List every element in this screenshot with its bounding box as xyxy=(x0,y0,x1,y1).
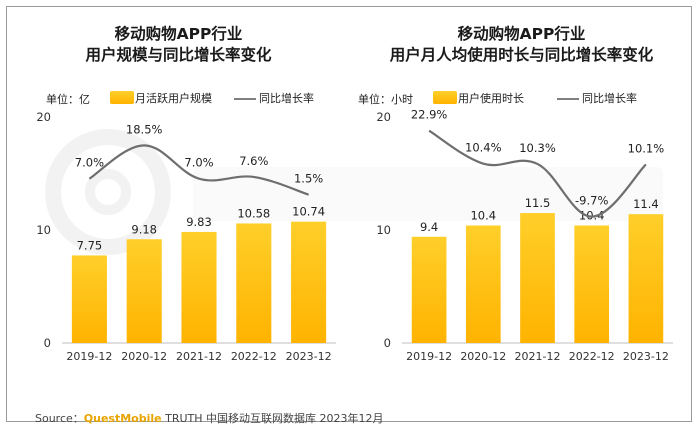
bar xyxy=(574,225,610,343)
legend-bar-swatch xyxy=(110,91,134,104)
x-tick-label: 2019-12 xyxy=(406,350,452,363)
bar xyxy=(291,221,327,343)
bar-value-label: 9.18 xyxy=(131,222,157,236)
y-tick-label: 0 xyxy=(384,336,391,350)
legend-line-label: 同比增长率 xyxy=(582,92,637,105)
bar xyxy=(181,231,217,343)
growth-label: -9.7% xyxy=(575,194,608,208)
x-tick-label: 2023-12 xyxy=(623,350,669,363)
x-tick-label: 2020-12 xyxy=(121,350,167,363)
source-brand: QuestMobile xyxy=(83,412,162,425)
growth-label: 18.5% xyxy=(126,122,163,136)
unit-label: 单位：亿 xyxy=(46,93,90,106)
y-tick-label: 0 xyxy=(44,336,51,350)
y-tick-label: 10 xyxy=(36,223,51,237)
source-rest: TRUTH 中国移动互联网数据库 2023年12月 xyxy=(161,412,384,425)
legend-line-swatch xyxy=(557,98,579,100)
chart-frame: 移动购物APP行业 用户规模与同比增长率变化 单位：亿 月活跃用户规模 同比增长… xyxy=(6,6,693,425)
chart-subtitle: 用户月人均使用时长与同比增长率变化 xyxy=(389,46,654,64)
bar-value-label: 9.83 xyxy=(186,215,212,229)
panel-usage-time: 移动购物APP行业 用户月人均使用时长与同比增长率变化 单位：小时 用户使用时长… xyxy=(350,7,693,407)
chart-subtitle: 用户规模与同比增长率变化 xyxy=(85,46,272,64)
legend-bar-label: 月活跃用户规模 xyxy=(135,92,212,105)
chart-title: 移动购物APP行业 xyxy=(114,25,243,43)
bar xyxy=(520,213,555,343)
bar-value-label: 10.4 xyxy=(470,208,496,222)
bar xyxy=(126,239,162,343)
bar-value-label: 11.4 xyxy=(633,197,659,211)
growth-label: 22.9% xyxy=(411,108,448,122)
bar xyxy=(465,225,501,343)
growth-label: 7.6% xyxy=(239,154,268,168)
x-tick-label: 2023-12 xyxy=(286,350,332,363)
growth-label: 1.5% xyxy=(294,172,323,186)
bar-value-label: 10.74 xyxy=(292,205,325,219)
legend-bar-label: 用户使用时长 xyxy=(458,92,524,105)
growth-line xyxy=(88,144,309,196)
source-note: Source：QuestMobile TRUTH 中国移动互联网数据库 2023… xyxy=(35,410,384,426)
x-tick-label: 2022-12 xyxy=(231,350,277,363)
growth-label: 10.4% xyxy=(465,141,502,155)
panel-user-scale: 移动购物APP行业 用户规模与同比增长率变化 单位：亿 月活跃用户规模 同比增长… xyxy=(7,7,350,407)
bar-value-label: 9.4 xyxy=(420,220,438,234)
growth-line xyxy=(428,129,647,218)
x-tick-label: 2020-12 xyxy=(460,350,506,363)
legend-line-label: 同比增长率 xyxy=(259,92,314,105)
legend-line-swatch xyxy=(234,98,256,100)
x-tick-label: 2021-12 xyxy=(176,350,222,363)
bar xyxy=(628,214,664,343)
x-tick-label: 2021-12 xyxy=(515,350,561,363)
bar xyxy=(411,236,447,343)
source-prefix: Source： xyxy=(35,412,84,425)
growth-label: 10.3% xyxy=(519,141,556,155)
y-tick-label: 20 xyxy=(36,110,51,124)
plot-usage-time: 0 10 20 9.4 2019-12 10.4 2020-12 11.5 2021-12 10.… xyxy=(376,108,673,363)
bar-value-label: 10.58 xyxy=(237,206,270,220)
x-tick-label: 2022-12 xyxy=(569,350,615,363)
plot-user-scale: 0 10 20 7.75 2019-12 9.18 2020-12 9.83 2021-12 10… xyxy=(36,110,336,363)
chart-title: 移动购物APP行业 xyxy=(457,25,586,43)
bar-value-label: 7.75 xyxy=(77,238,103,252)
legend-bar-swatch xyxy=(433,91,457,104)
bar xyxy=(236,223,272,343)
unit-label: 单位：小时 xyxy=(358,93,413,106)
bar-value-label: 11.5 xyxy=(525,196,551,210)
y-tick-label: 20 xyxy=(376,110,391,124)
growth-label: 10.1% xyxy=(628,141,665,155)
growth-label: 7.0% xyxy=(184,156,213,170)
y-tick-label: 10 xyxy=(376,223,391,237)
growth-label: 7.0% xyxy=(75,156,104,170)
bar-value-label: 10.4 xyxy=(579,208,605,222)
x-tick-label: 2019-12 xyxy=(66,350,112,363)
bar xyxy=(71,255,107,343)
